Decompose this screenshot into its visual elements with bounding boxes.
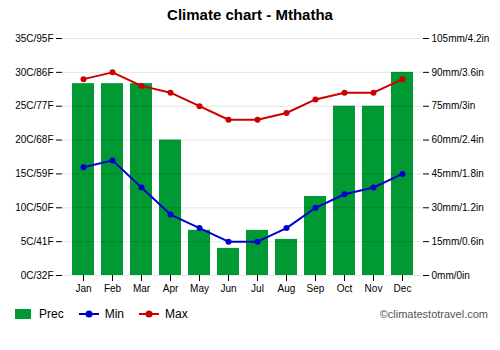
svg-text:Oct: Oct [337, 283, 353, 294]
svg-text:0C/32F: 0C/32F [21, 270, 54, 281]
svg-text:90mm/3.6in: 90mm/3.6in [432, 67, 484, 78]
html-text:Min: Min [104, 307, 124, 321]
svg-text:75mm/3in: 75mm/3in [432, 100, 476, 111]
svg-text:Feb: Feb [104, 283, 122, 294]
svg-text:Apr: Apr [163, 283, 179, 294]
svg-text:10C/50F: 10C/50F [15, 202, 53, 213]
html-text:©climatestotravel.com: ©climatestotravel.com [379, 308, 488, 320]
svg-text:Sep: Sep [307, 283, 325, 294]
svg-text:Aug: Aug [278, 283, 296, 294]
svg-text:35C/95F: 35C/95F [15, 33, 53, 44]
svg-text:Nov: Nov [365, 283, 383, 294]
svg-text:20C/68F: 20C/68F [15, 134, 53, 145]
svg-text:15C/59F: 15C/59F [15, 168, 53, 179]
svg-text:30mm/1.2in: 30mm/1.2in [432, 202, 484, 213]
html-text:Climate chart - Mthatha: Climate chart - Mthatha [167, 6, 333, 23]
html-text:Max: Max [165, 307, 188, 321]
svg-text:30C/86F: 30C/86F [15, 67, 53, 78]
svg-text:Dec: Dec [394, 283, 412, 294]
svg-text:Mar: Mar [133, 283, 151, 294]
svg-text:105mm/4.2in: 105mm/4.2in [432, 33, 490, 44]
svg-text:Jun: Jun [220, 283, 236, 294]
html-text:Prec: Prec [39, 307, 64, 321]
svg-text:25C/77F: 25C/77F [15, 100, 53, 111]
svg-text:0mm/0in: 0mm/0in [432, 270, 470, 281]
svg-text:Jan: Jan [75, 283, 91, 294]
svg-text:60mm/2.4in: 60mm/2.4in [432, 134, 484, 145]
svg-text:5C/41F: 5C/41F [21, 236, 54, 247]
svg-text:May: May [190, 283, 209, 294]
svg-text:45mm/1.8in: 45mm/1.8in [432, 168, 484, 179]
svg-text:Jul: Jul [251, 283, 264, 294]
svg-text:15mm/0.6in: 15mm/0.6in [432, 236, 484, 247]
